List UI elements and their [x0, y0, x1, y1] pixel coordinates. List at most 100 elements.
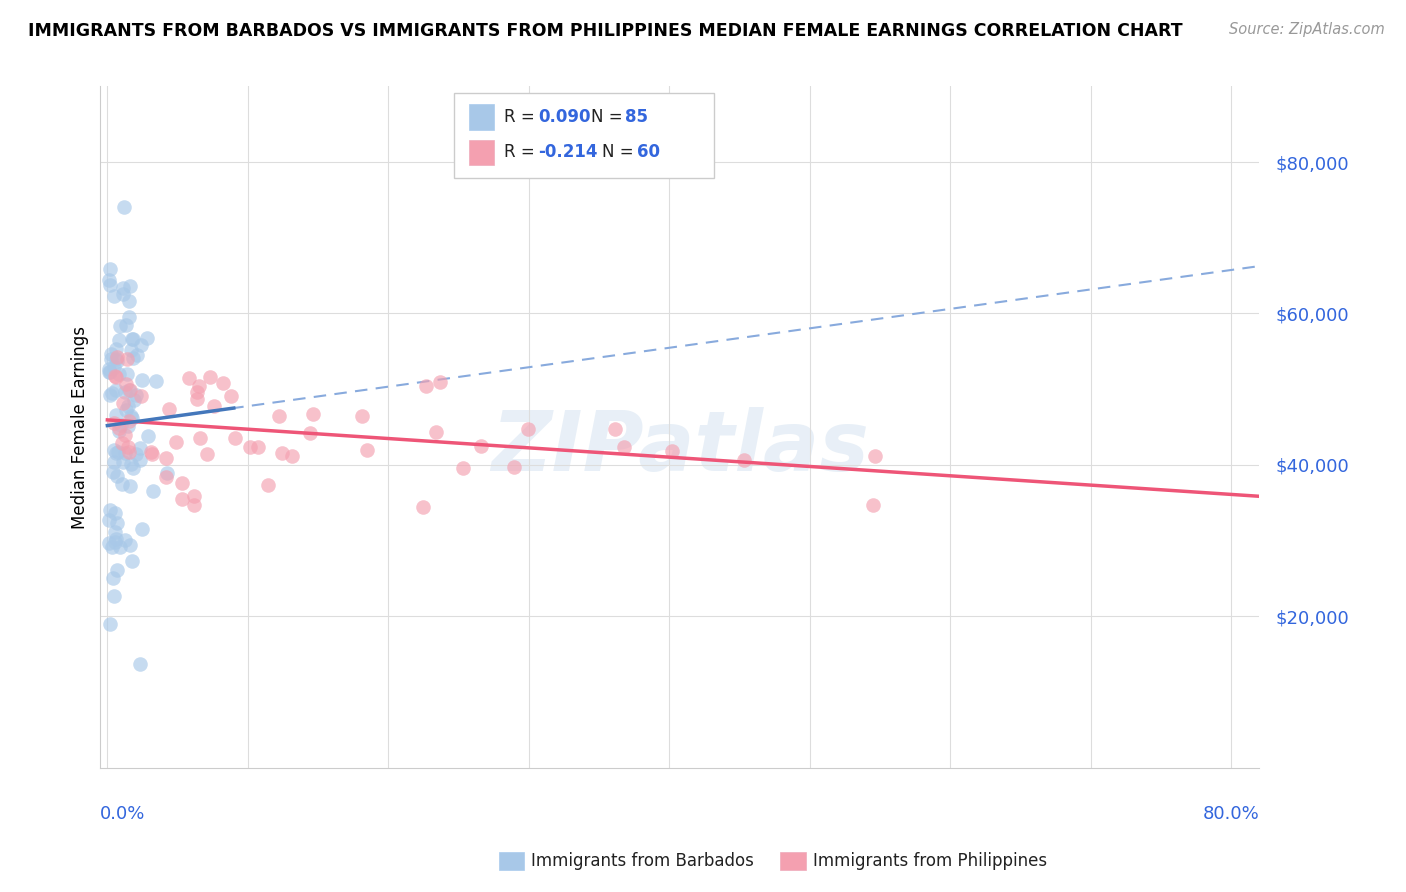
- Point: [224, 431, 246, 445]
- Point: [105, 384, 128, 398]
- Point: [117, 293, 139, 308]
- Point: [115, 318, 138, 332]
- Text: R =: R =: [503, 144, 540, 161]
- Point: [101, 385, 124, 400]
- Point: [170, 475, 193, 490]
- Point: [862, 498, 884, 512]
- Point: [142, 484, 165, 499]
- Point: [104, 534, 127, 549]
- Point: [114, 427, 136, 442]
- Point: [120, 383, 142, 397]
- Point: [100, 616, 122, 631]
- Point: [425, 425, 447, 439]
- Point: [302, 407, 325, 421]
- Point: [103, 417, 125, 431]
- Point: [115, 403, 138, 417]
- Point: [110, 541, 132, 555]
- Point: [124, 447, 146, 461]
- Point: [105, 350, 128, 364]
- Point: [356, 442, 378, 457]
- Point: [129, 442, 152, 456]
- Point: [516, 422, 538, 436]
- Point: [97, 273, 120, 287]
- Point: [103, 368, 125, 383]
- Point: [107, 353, 129, 368]
- Text: Immigrants from Philippines: Immigrants from Philippines: [813, 852, 1047, 870]
- Point: [114, 384, 136, 399]
- Point: [121, 460, 143, 475]
- Point: [98, 261, 121, 276]
- Point: [105, 564, 128, 578]
- Point: [105, 408, 128, 422]
- Point: [183, 498, 205, 512]
- Point: [111, 476, 134, 491]
- Point: [97, 365, 120, 379]
- Point: [121, 554, 143, 568]
- Point: [110, 417, 132, 432]
- Point: [131, 373, 153, 387]
- Point: [129, 389, 152, 403]
- Point: [202, 399, 225, 413]
- Point: [103, 359, 125, 374]
- Point: [118, 445, 141, 459]
- Point: [105, 516, 128, 531]
- Point: [188, 431, 211, 445]
- Point: [112, 286, 135, 301]
- Point: [97, 362, 120, 376]
- Point: [120, 279, 142, 293]
- Text: 60: 60: [637, 144, 659, 161]
- Point: [115, 351, 138, 366]
- Y-axis label: Median Female Earnings: Median Female Earnings: [72, 326, 89, 529]
- Point: [107, 445, 129, 459]
- Point: [118, 383, 141, 397]
- Point: [115, 367, 138, 381]
- Point: [412, 500, 434, 514]
- Point: [155, 469, 177, 483]
- Point: [613, 440, 636, 454]
- Point: [103, 571, 125, 585]
- Point: [108, 333, 131, 347]
- Point: [101, 465, 124, 479]
- Point: [136, 331, 159, 345]
- Point: [105, 446, 128, 460]
- Point: [104, 524, 127, 539]
- Point: [117, 419, 139, 434]
- Point: [122, 393, 145, 408]
- Text: 0.090: 0.090: [538, 108, 591, 126]
- Point: [101, 540, 124, 554]
- Point: [103, 455, 125, 469]
- Point: [156, 466, 179, 480]
- Point: [120, 409, 142, 423]
- Point: [118, 538, 141, 552]
- Text: 85: 85: [626, 108, 648, 126]
- FancyBboxPatch shape: [454, 93, 714, 178]
- Point: [269, 409, 291, 423]
- Point: [270, 446, 292, 460]
- Point: [865, 450, 887, 464]
- Point: [131, 522, 153, 536]
- Point: [177, 371, 200, 385]
- Point: [129, 453, 152, 467]
- Point: [108, 319, 131, 334]
- Point: [136, 429, 159, 443]
- Point: [451, 460, 474, 475]
- Point: [733, 453, 755, 467]
- Point: [98, 503, 121, 517]
- Point: [219, 389, 242, 403]
- FancyBboxPatch shape: [468, 139, 495, 165]
- FancyBboxPatch shape: [468, 104, 495, 130]
- Point: [111, 281, 134, 295]
- Point: [129, 657, 152, 672]
- Point: [429, 375, 451, 389]
- Point: [157, 401, 180, 416]
- Point: [98, 277, 121, 292]
- Point: [117, 399, 139, 413]
- Point: [108, 424, 131, 438]
- Point: [183, 489, 205, 503]
- Point: [186, 392, 208, 406]
- Point: [112, 200, 135, 214]
- Point: [108, 420, 131, 434]
- Point: [120, 457, 142, 471]
- Point: [186, 384, 208, 399]
- Point: [105, 469, 128, 483]
